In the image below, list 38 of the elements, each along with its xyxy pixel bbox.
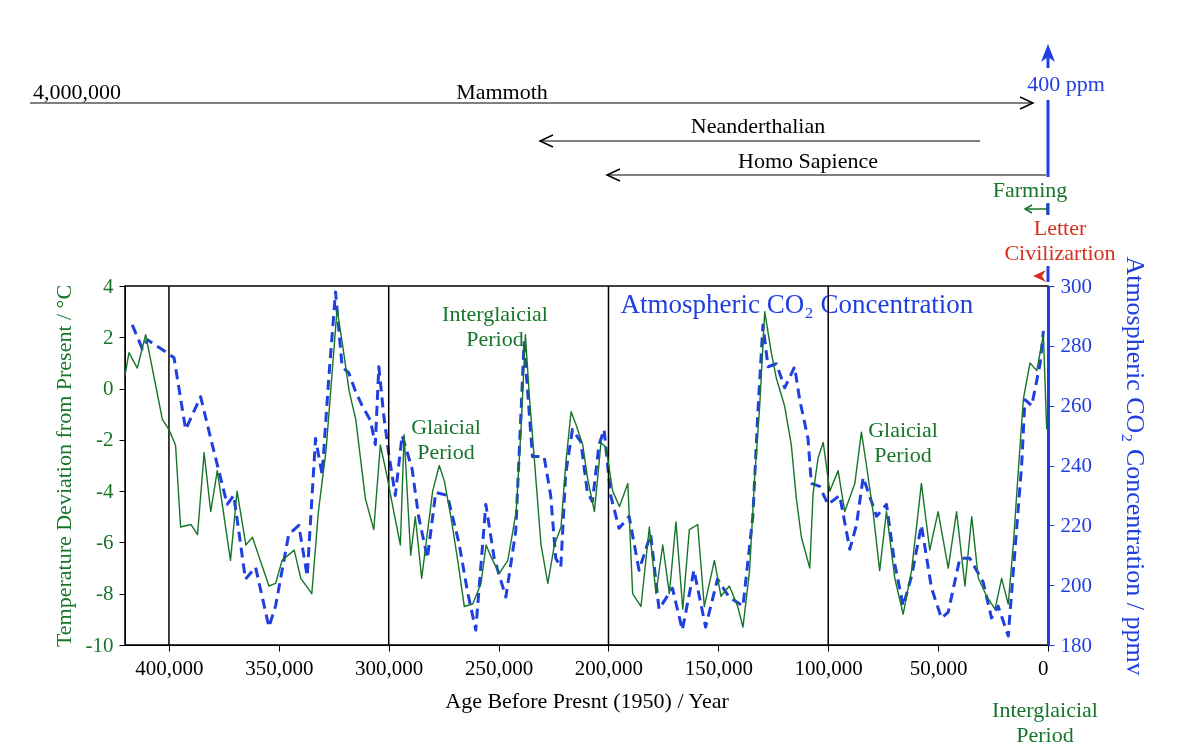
text: Mammoth xyxy=(456,79,548,104)
x-tick-label: 0 xyxy=(1038,655,1049,680)
y2-tick-label: 180 xyxy=(1060,632,1092,657)
annotation: Interglaicial Period xyxy=(442,301,548,351)
x-tick-label: 150,000 xyxy=(684,655,753,680)
text: Homo Sapience xyxy=(738,148,878,173)
y-tick-label: 4 xyxy=(103,273,114,298)
y-tick-label: -4 xyxy=(96,478,114,503)
y-tick-label: -8 xyxy=(96,581,114,606)
y2-tick-label: 280 xyxy=(1060,333,1092,358)
text: Farming xyxy=(992,177,1068,202)
y2-tick-label: 300 xyxy=(1060,273,1092,298)
x-tick-label: 250,000 xyxy=(464,655,534,680)
x-tick-label: 50,000 xyxy=(909,655,968,680)
y2-axis-title: Atmospheric CO₂ Concentration / ppmv xyxy=(1121,256,1150,676)
x-tick-label: 400,000 xyxy=(135,655,204,680)
y-tick-label: 2 xyxy=(103,324,114,349)
annotation: Glaicial Period xyxy=(411,414,481,464)
y-tick-label: -2 xyxy=(96,427,114,452)
y-axis-title: Temperature Deviation from Present / °C xyxy=(50,284,76,648)
y2-tick-label: 220 xyxy=(1060,512,1092,537)
text: 4,000,000 xyxy=(33,79,121,104)
y2-tick-label: 260 xyxy=(1060,393,1092,418)
x-tick-label: 200,000 xyxy=(574,655,644,680)
x-tick-label: 100,000 xyxy=(794,655,863,680)
text: 400 ppm xyxy=(1027,71,1105,96)
x-tick-label: 350,000 xyxy=(245,655,314,680)
y2-tick-label: 200 xyxy=(1060,572,1092,597)
y2-tick-label: 240 xyxy=(1060,453,1092,477)
x-axis-title: Age Before Presnt (1950) / Year xyxy=(445,687,730,713)
y-tick-label: -10 xyxy=(85,632,114,657)
annotation: Glaicial Period xyxy=(868,417,938,467)
x-tick-label: 300,000 xyxy=(355,655,424,680)
text: Interglaicial Period xyxy=(992,697,1098,747)
y-tick-label: 0 xyxy=(103,376,114,401)
text: Letter Civilizartion xyxy=(1004,215,1116,265)
text: Neanderthalian xyxy=(690,113,826,138)
y-tick-label: -6 xyxy=(96,529,114,554)
